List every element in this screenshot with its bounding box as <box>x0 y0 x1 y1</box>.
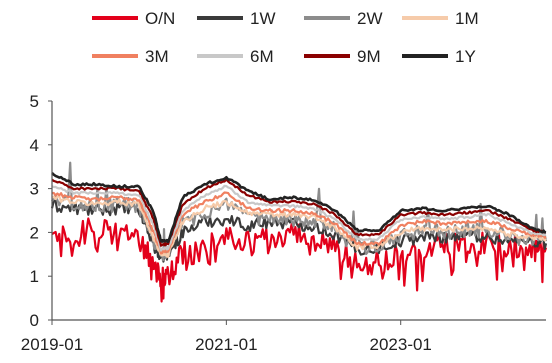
x-tick-label: 2021-01 <box>195 335 257 354</box>
legend-item: 3M <box>92 47 169 66</box>
x-tick-label: 2019-01 <box>21 335 83 354</box>
y-tick-label: 4 <box>30 136 39 155</box>
series-line <box>51 191 547 255</box>
legend-item: O/N <box>92 9 175 28</box>
series-line <box>51 217 548 303</box>
legend: O/N 1W 2W 1M 3M 6M 9M 1Y <box>92 9 479 66</box>
y-tick-label: 3 <box>30 180 39 199</box>
axes: 0 1 2 3 4 5 2019-01 2021-01 2023-01 <box>21 92 546 354</box>
y-tick-label: 2 <box>30 223 39 242</box>
legend-item: 1W <box>197 9 276 28</box>
y-tick-label: 5 <box>30 92 39 111</box>
legend-item: 6M <box>197 47 274 66</box>
legend-label: 1W <box>250 9 276 28</box>
plot-area <box>50 161 548 303</box>
x-tick-label: 2023-01 <box>370 335 432 354</box>
legend-item: 1Y <box>402 47 476 66</box>
legend-label: 6M <box>250 47 274 66</box>
legend-label: 3M <box>145 47 169 66</box>
y-tick-label: 1 <box>30 267 39 286</box>
y-tick-label: 0 <box>30 311 39 330</box>
legend-item: 2W <box>304 9 383 28</box>
legend-label: O/N <box>145 9 175 28</box>
legend-label: 1M <box>455 9 479 28</box>
series-line <box>51 184 547 252</box>
legend-item: 9M <box>304 47 381 66</box>
legend-label: 1Y <box>455 47 476 66</box>
legend-item: 1M <box>402 9 479 28</box>
legend-label: 2W <box>357 9 383 28</box>
legend-label: 9M <box>357 47 381 66</box>
series-line <box>51 172 547 244</box>
